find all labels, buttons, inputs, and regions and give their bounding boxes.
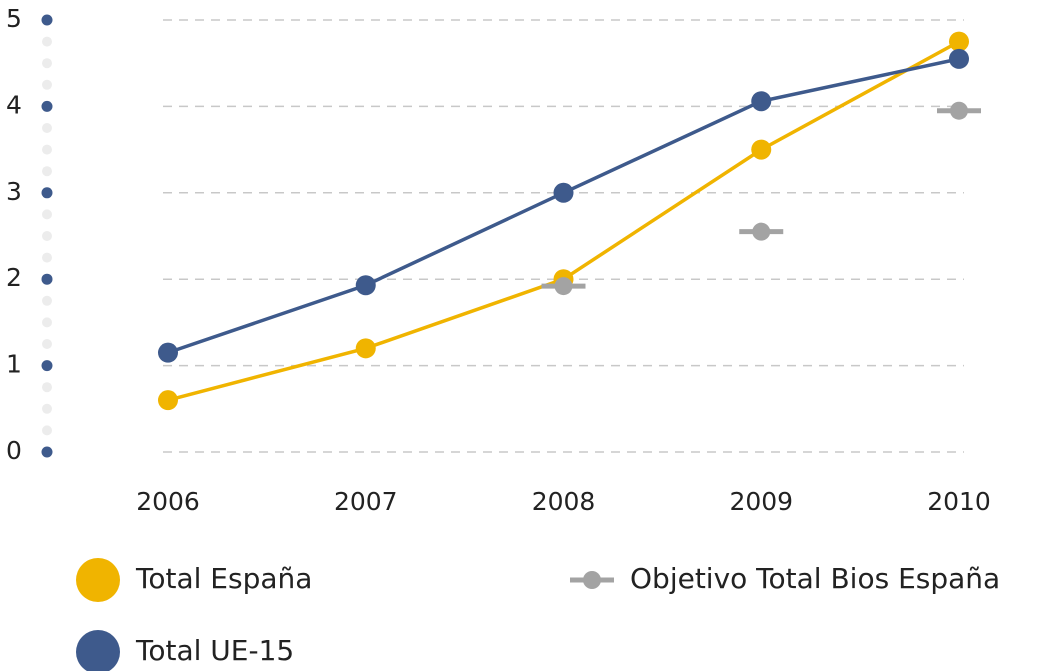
axis-dot [42,144,52,155]
axis-dot [42,382,52,393]
axis-dot [42,231,52,241]
y-tick-mark [41,14,53,26]
target-marker [554,277,573,296]
point [355,338,376,359]
y-tick-label: 2 [6,263,22,292]
point [751,139,772,160]
legend-label: Total UE-15 [135,634,294,667]
x-tick-label: 2008 [532,487,596,516]
series-line [167,57,960,355]
point [355,275,376,296]
point [949,31,969,52]
axis-dot [42,317,52,328]
x-tick-label: 2009 [729,487,793,516]
legend-marker [76,558,120,602]
y-tick-mark [41,360,53,372]
y-tick-label: 0 [6,436,22,465]
point [158,390,178,411]
series-line [167,40,960,402]
legend-marker [583,571,601,589]
target-marker [950,101,968,120]
axis-dot [42,58,52,69]
x-tick-label: 2007 [334,487,398,516]
axis-dot [42,209,52,220]
legend-marker [76,630,120,671]
legend-label: Objetivo Total Bios España [630,562,1000,595]
y-tick-mark [41,187,53,199]
y-tick-mark [41,273,53,285]
point [949,48,969,69]
y-tick-label: 3 [6,177,22,206]
y-tick-label: 1 [6,350,22,379]
axis-dot [42,166,52,177]
legend-label: Total España [135,562,312,595]
y-tick-label: 4 [6,90,22,119]
axis-dot [42,123,52,133]
point [158,342,178,363]
axis-dot [42,295,52,306]
axis-dot [42,79,52,90]
y-tick-mark [41,446,53,458]
y-tick-mark [41,100,53,112]
target-marker [752,222,771,241]
axis-dot [42,339,52,349]
y-tick-label: 5 [6,4,22,33]
axis-dot [42,36,52,47]
x-tick-label: 2010 [927,487,991,516]
axis-dot [42,252,52,263]
x-tick-label: 2006 [136,487,200,516]
axis-dot [42,425,52,436]
point [751,91,772,112]
axis-dot [42,403,52,414]
point [553,182,574,203]
